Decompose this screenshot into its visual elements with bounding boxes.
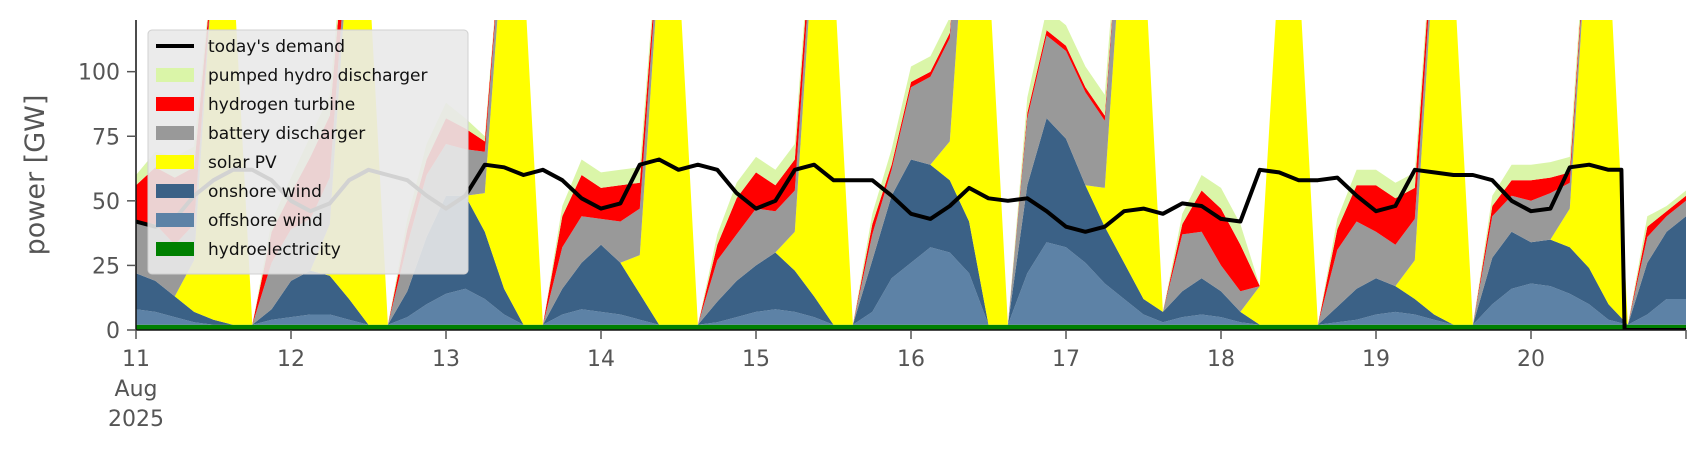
legend-label-hydrogen-turbine: hydrogen turbine xyxy=(208,95,355,115)
area-offshore-wind xyxy=(136,242,1686,325)
legend-label-hydroelectricity: hydroelectricity xyxy=(208,240,341,260)
legend-swatch-solar-pv xyxy=(156,155,194,169)
legend-label-solar-pv: solar PV xyxy=(208,153,277,173)
y-tick-label: 0 xyxy=(106,319,120,344)
x-tick-label: 20 xyxy=(1517,347,1545,372)
legend-swatch-onshore-wind xyxy=(156,184,194,198)
legend-swatch-hydrogen-turbine xyxy=(156,97,194,111)
x-tick-sublabel: Aug xyxy=(115,377,158,402)
legend-label-offshore-wind: offshore wind xyxy=(208,211,323,231)
y-axis-label: power [GW] xyxy=(20,95,51,256)
legend-label-battery-discharger: battery discharger xyxy=(208,124,365,144)
legend-swatch-offshore-wind xyxy=(156,213,194,227)
x-tick-sublabel: 2025 xyxy=(108,407,164,432)
legend: today's demand pumped hydro discharger hyd… xyxy=(147,29,469,275)
legend-label-onshore-wind: onshore wind xyxy=(208,182,322,202)
x-tick-label: 12 xyxy=(277,347,305,372)
y-tick-label: 50 xyxy=(92,190,120,215)
legend-label-pumped-hydro-discharger: pumped hydro discharger xyxy=(208,66,427,86)
area-hydroelectricity xyxy=(136,324,1686,330)
legend-swatch-hydroelectricity xyxy=(156,242,194,256)
x-tick-label: 16 xyxy=(897,347,925,372)
legend-swatch-pumped-hydro-discharger xyxy=(156,68,194,82)
area-solar-pv xyxy=(136,20,1686,325)
x-tick-label: 19 xyxy=(1362,347,1390,372)
y-tick-label: 75 xyxy=(92,125,120,150)
area-onshore-wind xyxy=(136,118,1686,325)
y-tick-label: 25 xyxy=(92,254,120,279)
x-tick-label: 17 xyxy=(1052,347,1080,372)
x-tick-label: 15 xyxy=(742,347,770,372)
y-tick-label: 100 xyxy=(78,61,120,86)
x-tick-label: 18 xyxy=(1207,347,1235,372)
area-pumped-hydro-discharger xyxy=(136,20,1686,325)
x-tick-label: 13 xyxy=(432,347,460,372)
x-tick-label: 14 xyxy=(587,347,615,372)
legend-label-today-s-demand: today's demand xyxy=(208,37,345,57)
x-tick-label: 11 xyxy=(122,347,150,372)
legend-swatch-battery-discharger xyxy=(156,126,194,140)
axes: 0 25 50 75 100 11 Aug 2025 12 13 14 15 16 17 18 19 20 pow… xyxy=(20,20,1687,432)
legend-box xyxy=(147,29,469,275)
